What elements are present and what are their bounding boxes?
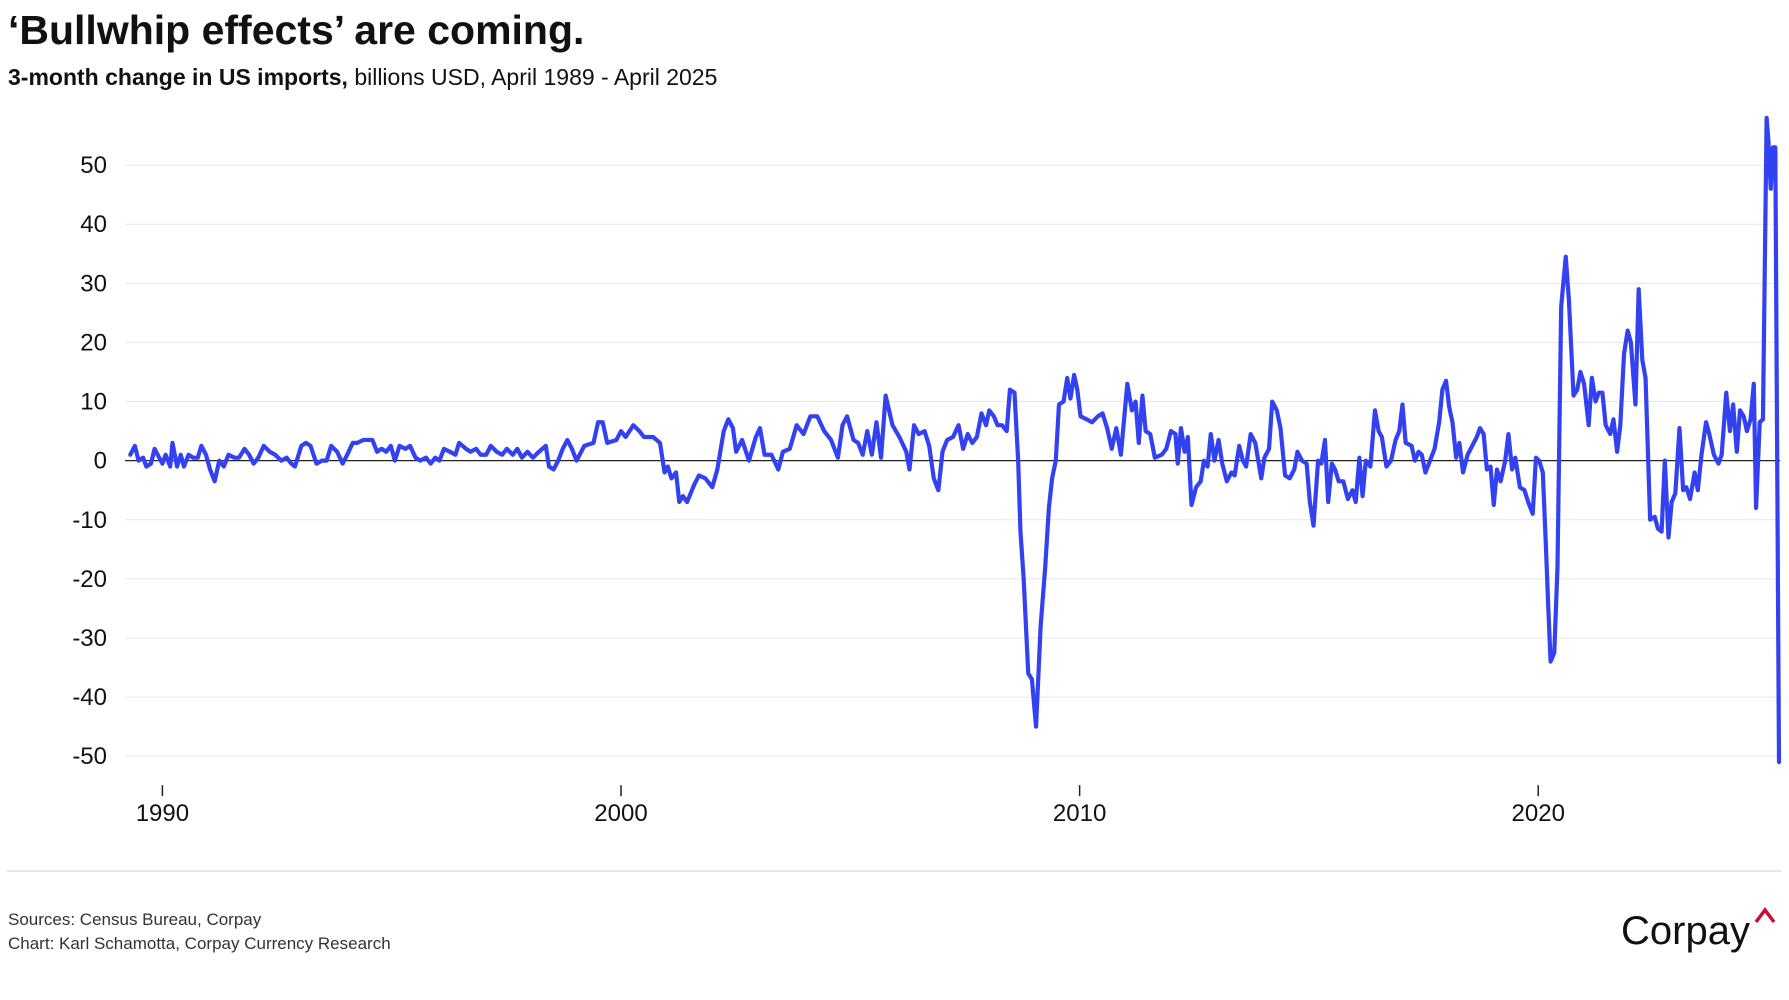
y-tick-label: -30 [72, 625, 107, 652]
y-tick-label: 40 [80, 211, 107, 238]
y-tick-label: -40 [72, 684, 107, 711]
subtitle-bold: 3-month change in US imports, [8, 64, 348, 90]
chart-subtitle: 3-month change in US imports, billions U… [8, 64, 717, 90]
x-tick-label: 1990 [136, 800, 189, 827]
y-tick-label: 0 [94, 448, 107, 475]
chart-title: ‘Bullwhip effects’ are coming. [8, 7, 584, 53]
logo: Corpay [1621, 909, 1750, 953]
y-tick-label: 50 [80, 152, 107, 179]
x-tick-label: 2010 [1053, 800, 1106, 827]
source-note: Sources: Census Bureau, Corpay [8, 910, 262, 929]
y-tick-label: 10 [80, 389, 107, 416]
y-tick-label: -20 [72, 566, 107, 593]
logo-mark [1754, 907, 1776, 924]
x-tick-label: 2020 [1512, 800, 1565, 827]
y-tick-label: 20 [80, 329, 107, 356]
y-tick-label: -50 [72, 743, 107, 770]
y-tick-label: 30 [80, 270, 107, 297]
credit-note: Chart: Karl Schamotta, Corpay Currency R… [8, 934, 391, 953]
data-line [128, 115, 1782, 765]
y-tick-label: -10 [72, 507, 107, 534]
subtitle-rest: billions USD, April 1989 - April 2025 [354, 64, 717, 90]
x-tick-label: 2000 [594, 800, 647, 827]
